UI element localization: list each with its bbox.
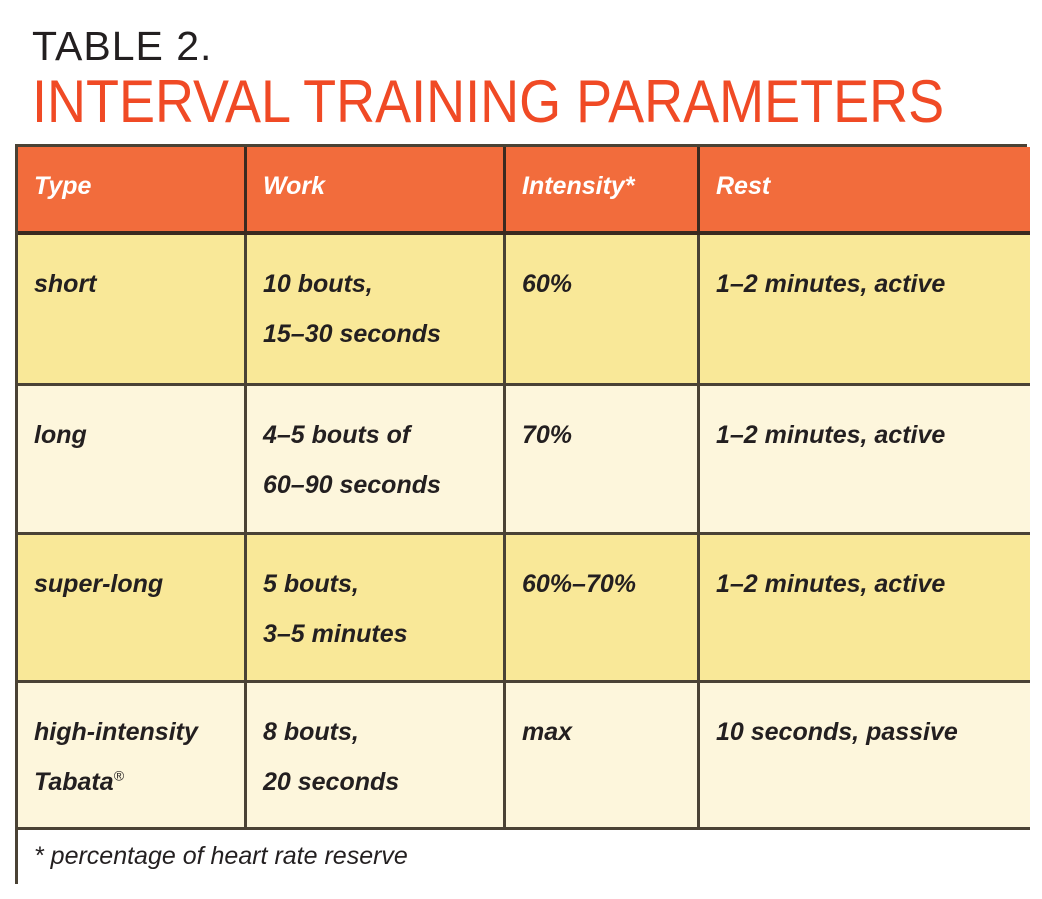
cell-work: 8 bouts, 20 seconds — [247, 683, 506, 830]
cell-intensity: 60% — [506, 235, 700, 386]
header-rest: Rest — [700, 147, 1030, 235]
work-line: 15–30 seconds — [263, 320, 441, 348]
cell-type: short — [18, 235, 247, 386]
cell-type: super-long — [18, 535, 247, 683]
parameters-table: Type Work Intensity* Rest short 10 bouts… — [15, 144, 1030, 885]
work-line: 5 bouts, — [263, 570, 359, 598]
work-line: 4–5 bouts of — [263, 421, 411, 449]
type-text: short — [34, 270, 97, 298]
work-line: 60–90 seconds — [263, 471, 441, 499]
table-label: TABLE 2. — [32, 23, 213, 69]
page-title: INTERVAL TRAINING PARAMETERS — [32, 68, 945, 135]
type-text: super-long — [34, 570, 164, 598]
type-text: long — [34, 421, 87, 449]
cell-work: 5 bouts, 3–5 minutes — [247, 535, 506, 683]
type-text: high-intensity — [34, 718, 198, 746]
header-intensity: Intensity* — [506, 147, 700, 235]
work-line: 3–5 minutes — [263, 620, 408, 648]
cell-work: 4–5 bouts of 60–90 seconds — [247, 386, 506, 535]
work-line: 20 seconds — [263, 768, 400, 796]
type-text-line2: Tabata® — [34, 757, 244, 807]
cell-intensity: 60%–70% — [506, 535, 700, 683]
cell-rest: 1–2 minutes, active — [700, 535, 1030, 683]
cell-work: 10 bouts, 15–30 seconds — [247, 235, 506, 386]
cell-rest: 10 seconds, passive — [700, 683, 1030, 830]
cell-intensity: 70% — [506, 386, 700, 535]
cell-rest: 1–2 minutes, active — [700, 386, 1030, 535]
cell-rest: 1–2 minutes, active — [700, 235, 1030, 386]
cell-type: long — [18, 386, 247, 535]
header-work: Work — [247, 147, 506, 235]
registered-mark: ® — [113, 767, 124, 784]
type-text: Tabata — [34, 768, 114, 796]
header-type: Type — [18, 147, 247, 235]
work-line: 8 bouts, — [263, 718, 359, 746]
work-line: 10 bouts, — [263, 270, 373, 298]
cell-type: high-intensity Tabata® — [18, 683, 247, 830]
footnote: * percentage of heart rate reserve — [18, 830, 1030, 885]
cell-intensity: max — [506, 683, 700, 830]
